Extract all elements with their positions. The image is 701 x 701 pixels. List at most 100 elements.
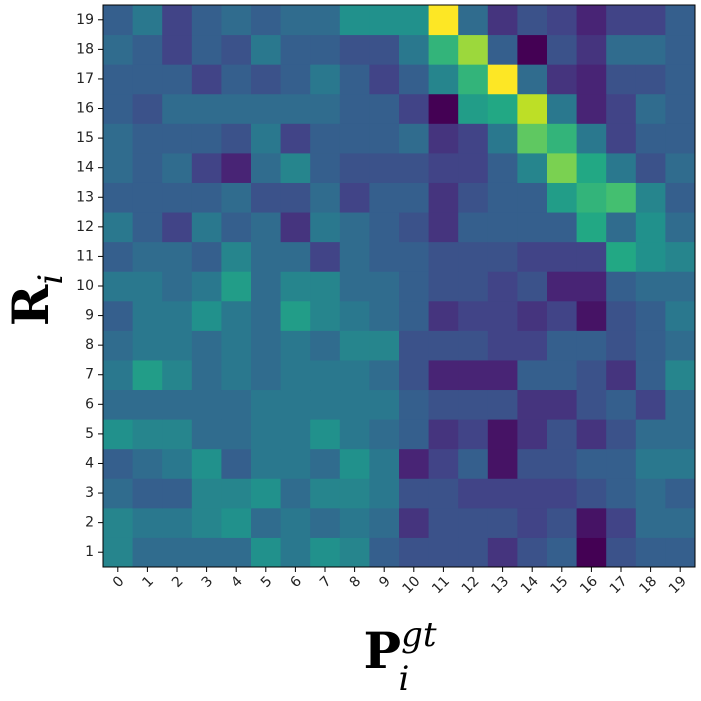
heatmap-cell [517, 448, 548, 479]
heatmap-cell [487, 93, 518, 124]
heatmap-cell [369, 330, 400, 361]
heatmap-cell [665, 34, 696, 65]
heatmap-cell [251, 507, 282, 538]
heatmap-cell [458, 241, 489, 272]
heatmap-cell [547, 241, 578, 272]
heatmap-cell [162, 182, 193, 213]
heatmap-cell [576, 182, 607, 213]
heatmap-cell [103, 34, 134, 65]
heatmap-cell [665, 507, 696, 538]
heatmap-cell [221, 478, 252, 509]
heatmap-cell [665, 300, 696, 331]
heatmap-cell [103, 152, 134, 183]
heatmap-cell [399, 537, 430, 568]
heatmap-cell [517, 123, 548, 154]
heatmap-cell [221, 64, 252, 95]
heatmap-cell [606, 34, 637, 65]
heatmap-cell [103, 330, 134, 361]
heatmap-cell [635, 152, 666, 183]
heatmap-cell [132, 152, 163, 183]
heatmap-cell [310, 300, 341, 331]
heatmap-cell [428, 507, 459, 538]
heatmap-cell [606, 389, 637, 420]
heatmap-cell [369, 478, 400, 509]
heatmap-cell [576, 34, 607, 65]
heatmap-cell [310, 182, 341, 213]
heatmap-cell [635, 34, 666, 65]
heatmap-cell [221, 152, 252, 183]
heatmap-cell [517, 64, 548, 95]
heatmap-cell [251, 359, 282, 391]
heatmap-cell [280, 478, 311, 509]
heatmap-cell [576, 330, 607, 361]
heatmap-cell [162, 241, 193, 272]
heatmap-cell [517, 182, 548, 213]
heatmap-cell [399, 300, 430, 331]
heatmap-cell [428, 271, 459, 302]
heatmap-cell [339, 64, 370, 95]
heatmap-cell [428, 448, 459, 479]
x-label-sub: i [399, 659, 410, 699]
heatmap-cell [487, 537, 518, 568]
heatmap-cell [280, 537, 311, 568]
heatmap-cell [132, 212, 163, 243]
heatmap-cell [251, 123, 282, 154]
heatmap-cell [221, 448, 252, 479]
heatmap-cell [103, 359, 134, 391]
heatmap-cell [458, 182, 489, 213]
x-label-base: P [363, 621, 401, 680]
heatmap-cell [103, 64, 134, 95]
heatmap-cell [339, 93, 370, 124]
y-tick-label: 12 [76, 219, 94, 235]
x-tick-label: 11 [429, 573, 453, 597]
heatmap-cell [310, 5, 341, 36]
heatmap-cell [339, 34, 370, 65]
heatmap-cell [162, 123, 193, 154]
heatmap-cell [458, 64, 489, 95]
heatmap-cell [251, 93, 282, 124]
heatmap-cell [606, 5, 637, 36]
heatmap-cell [251, 152, 282, 183]
heatmap-cell [132, 537, 163, 568]
heatmap-cell [280, 389, 311, 420]
heatmap-cell [310, 271, 341, 302]
heatmap-cell [547, 271, 578, 302]
heatmap-cell [399, 271, 430, 302]
heatmap-cell [635, 389, 666, 420]
heatmap-cell [162, 478, 193, 509]
heatmap-cell [310, 419, 341, 450]
heatmap-cell [635, 5, 666, 36]
x-tick-label: 0 [110, 573, 128, 591]
heatmap-cell [251, 34, 282, 65]
heatmap-cell [191, 64, 222, 95]
heatmap-cell [399, 93, 430, 124]
heatmap-cell [487, 419, 518, 450]
x-tick-label: 17 [607, 573, 631, 597]
y-tick-label: 8 [85, 337, 94, 353]
heatmap-cell [458, 359, 489, 391]
heatmap-cell [547, 93, 578, 124]
heatmap-cell [132, 300, 163, 331]
heatmap-cell [399, 152, 430, 183]
heatmap-cell [369, 241, 400, 272]
y-tick-label: 18 [76, 41, 94, 57]
heatmap-cell [428, 419, 459, 450]
heatmap-cell [191, 507, 222, 538]
heatmap-cell [251, 241, 282, 272]
heatmap-cell [576, 419, 607, 450]
heatmap-cell [606, 271, 637, 302]
x-tick-label: 7 [317, 573, 335, 591]
heatmap-cell [132, 123, 163, 154]
heatmap-cell [487, 359, 518, 391]
heatmap-cell [339, 182, 370, 213]
heatmap-cell [665, 152, 696, 183]
heatmap-cell [221, 182, 252, 213]
heatmap-cell [310, 93, 341, 124]
heatmap-cell [458, 5, 489, 36]
heatmap-cell [458, 507, 489, 538]
heatmap-cell [310, 123, 341, 154]
heatmap-cell [251, 5, 282, 36]
heatmap-cell [428, 478, 459, 509]
heatmap-cell [132, 64, 163, 95]
heatmap-cell [132, 182, 163, 213]
